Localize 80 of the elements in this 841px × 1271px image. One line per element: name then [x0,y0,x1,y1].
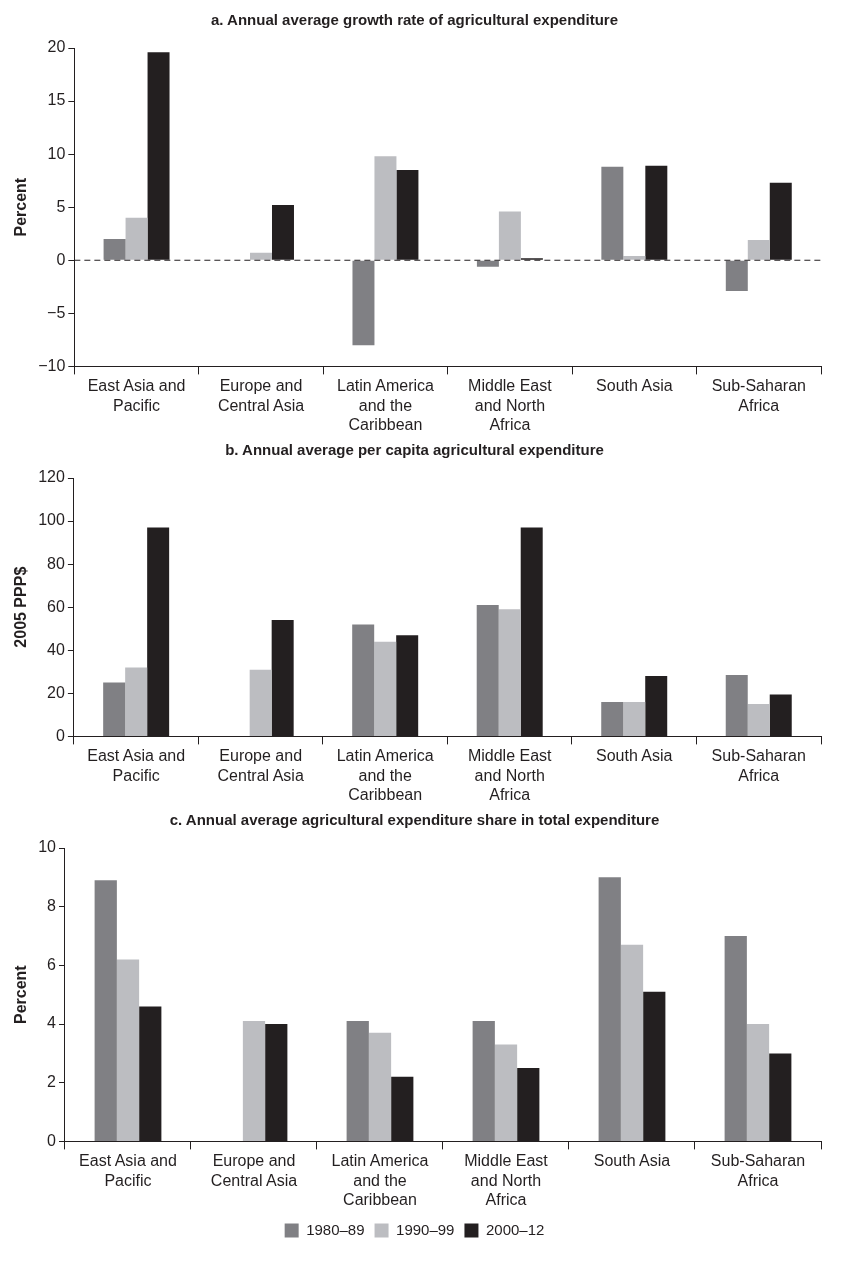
bar [116,959,140,1141]
x-tick-label: Middle East and North Africa [468,377,553,433]
bar [368,1032,392,1141]
legend-label: 1980–89 [306,1220,365,1238]
chart-title: c. Annual average agricultural expenditure share in total expenditure [169,811,660,829]
x-tick-label: Middle East and North Africa [467,747,553,803]
bar [598,877,621,1141]
bar [498,211,521,260]
bar [103,239,126,260]
y-tick-label: 0 [55,726,65,744]
y-tick-label: 20 [47,38,66,56]
x-tick-label: Europe and Central Asia [210,1152,298,1189]
y-axis-title: Percent [12,964,30,1025]
bar [125,217,148,260]
bar [725,260,748,292]
bar [725,675,748,736]
y-tick-label: −5 [47,303,66,321]
y-tick-label: 6 [47,955,57,973]
bar [346,1021,369,1141]
bar [125,667,148,736]
y-axis-title: Percent [12,177,30,237]
y-axis-title: 2005 PPP$ [12,566,30,648]
y-tick-label: 20 [47,683,65,701]
legend-label: 1990–99 [396,1220,455,1238]
x-tick-label: East Asia and Pacific [79,1152,177,1189]
x-tick-label: South Asia [593,1152,671,1170]
bar [94,880,117,1141]
x-tick-label: Sub-Saharan Africa [711,377,806,414]
bar [623,256,646,260]
bar [374,641,397,736]
y-tick-label: 0 [47,1131,57,1149]
chart-title: b. Annual average per capita agricultural expenditure [225,441,604,459]
chart-title: a. Annual average growth rate of agricultural expenditure [210,11,619,29]
x-tick-label: Europe and Central Asia [217,377,305,414]
bar [601,166,624,260]
bar [374,156,397,260]
y-tick-label: −10 [38,356,66,374]
bar [250,252,272,260]
y-tick-label: 100 [38,511,65,529]
y-tick-label: 10 [38,838,57,856]
y-tick-label: 15 [47,91,66,109]
bar [249,669,272,736]
bar [352,260,375,346]
bar [242,1021,266,1141]
x-tick-label: Sub-Saharan Africa [710,1152,806,1189]
x-tick-label: Latin America and the Caribbean [331,1152,429,1208]
bar [747,240,770,260]
y-tick-label: 0 [56,250,66,268]
bar [352,624,375,736]
bar [623,701,646,736]
bar [472,1021,495,1141]
y-tick-label: 4 [47,1014,57,1032]
bar [494,1044,518,1141]
x-tick-label: Middle East and North Africa [464,1152,549,1208]
bar [476,260,499,267]
bar [476,605,499,736]
x-tick-label: Sub-Saharan Africa [711,747,806,784]
x-tick-label: Latin America and the Caribbean [336,377,435,433]
bar [103,682,126,736]
legend-label: 2000–12 [485,1220,545,1238]
x-tick-label: East Asia and Pacific [87,377,186,414]
bar [724,936,747,1141]
x-tick-label: South Asia [596,377,673,395]
bar [746,1024,770,1141]
x-tick-label: Latin America and the Caribbean [336,747,434,803]
bar [601,701,624,736]
y-tick-label: 10 [47,144,66,162]
bar [747,704,770,736]
y-tick-label: 5 [56,197,66,215]
y-tick-label: 40 [47,640,65,658]
y-tick-label: 80 [47,554,65,572]
y-tick-label: 60 [47,597,65,615]
x-tick-label: South Asia [595,747,673,765]
x-tick-label: East Asia and Pacific [87,747,186,784]
y-tick-label: 120 [38,468,65,486]
x-tick-label: Europe and Central Asia [217,747,304,784]
bar [498,609,521,736]
y-tick-label: 2 [47,1073,57,1091]
y-tick-label: 8 [47,897,57,915]
bar [620,944,644,1141]
